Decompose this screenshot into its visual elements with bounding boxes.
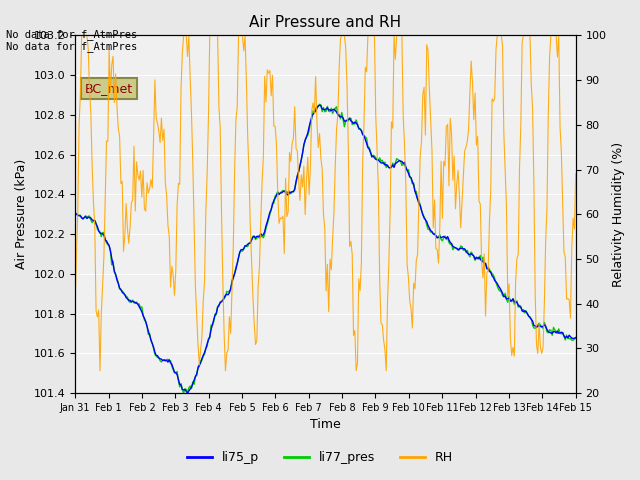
Title: Air Pressure and RH: Air Pressure and RH bbox=[250, 15, 401, 30]
Legend: li75_p, li77_pres, RH: li75_p, li77_pres, RH bbox=[182, 446, 458, 469]
X-axis label: Time: Time bbox=[310, 419, 341, 432]
Y-axis label: Air Pressure (kPa): Air Pressure (kPa) bbox=[15, 159, 28, 269]
Y-axis label: Relativity Humidity (%): Relativity Humidity (%) bbox=[612, 142, 625, 287]
Text: No data for f_AtmPres
No data for f_AtmPres: No data for f_AtmPres No data for f_AtmP… bbox=[6, 29, 138, 52]
Text: BC_met: BC_met bbox=[85, 82, 133, 95]
